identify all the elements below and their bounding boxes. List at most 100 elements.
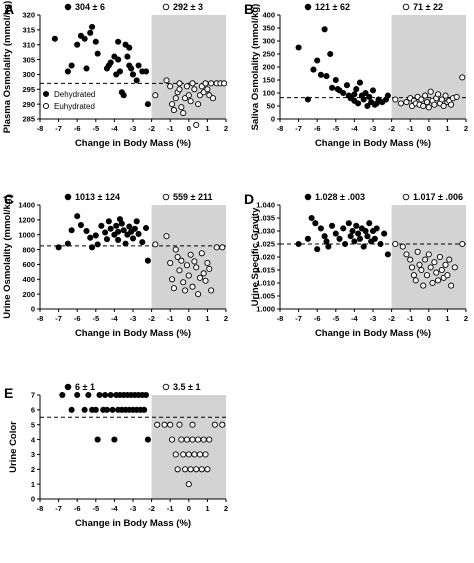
dehydrated-point (327, 50, 334, 58)
dehydrated-point (332, 230, 339, 237)
dehydrated-point (366, 220, 373, 227)
dehydrated-point (133, 218, 140, 225)
euhydrated-point (191, 86, 198, 93)
x-tick-label: -8 (37, 504, 44, 513)
dehydrated-point (129, 71, 137, 78)
x-tick-label: -2 (388, 314, 395, 323)
euhydrated-point (178, 104, 185, 111)
dehydrated-point (83, 65, 90, 72)
y-tick-label: 350 (262, 24, 275, 33)
legend-label-euhydrated: Euhydrated (54, 102, 95, 111)
dehydrated-point (360, 96, 367, 103)
panel-c: 0 200 400 600 800 1000 1200 1400 -8 -7 -6 -5 -4 -3 -2 -… (2, 191, 228, 339)
x-axis-label: Change in Body Mass (%) (75, 138, 191, 149)
dehydrated-point (321, 233, 328, 240)
euhydrated-point (196, 451, 204, 458)
x-tick-label: -2 (388, 124, 395, 133)
euhydrated-point (152, 241, 159, 248)
x-tick-label: -4 (111, 504, 118, 513)
stat-dehydrated-marker (64, 193, 72, 201)
euhydrated-point (195, 436, 202, 443)
euhydrated-point (219, 244, 226, 251)
euhydrated-point (180, 451, 187, 458)
euhydrated-point (448, 282, 455, 289)
x-tick-label: 2 (224, 504, 228, 513)
x-tick-label: -8 (37, 124, 44, 133)
panel-label: D (244, 191, 254, 207)
euhydrated-point (161, 421, 168, 428)
x-tick-label: 2 (224, 124, 228, 133)
euhydrated-point (420, 282, 427, 289)
euhydrated-point (193, 264, 200, 271)
dehydrated-point (92, 232, 99, 239)
euhydrated-point (189, 283, 196, 290)
dehydrated-point (118, 220, 125, 227)
euhydrated-point (178, 257, 185, 264)
stat-dehydrated: 1.028 ± .003 (315, 192, 365, 202)
stat-dehydrated-marker (304, 3, 312, 11)
dehydrated-point (295, 44, 302, 51)
euhydrated-point (422, 92, 429, 99)
euhydrated-point (178, 436, 185, 443)
y-tick-label: 400 (22, 275, 35, 284)
dehydrated-point (113, 222, 120, 229)
euhydrated-point (397, 100, 404, 107)
euhydrated-point (410, 272, 417, 279)
dehydrated-point (317, 225, 324, 232)
dehydrated-point (89, 244, 96, 251)
dehydrated-point (120, 227, 127, 234)
dehydrated-point (107, 391, 114, 399)
euhydrated-point (202, 80, 209, 87)
euhydrated-point (170, 107, 177, 114)
x-tick-label: -6 (314, 124, 321, 133)
x-tick-label: -2 (148, 314, 155, 323)
y-axis-label: Plasma Osmolality (mmol/kg) (2, 1, 13, 134)
y-tick-label: 6 (31, 406, 35, 415)
euhydrated-point (198, 466, 205, 473)
euhydrated-point (172, 246, 179, 253)
legend-label-dehydrated: Dehydrated (54, 90, 95, 99)
panel-d: 1.000 1.005 1.010 1.015 1.020 1.025 1.030 1.035… (244, 191, 468, 339)
stat-dehydrated-marker (64, 383, 72, 391)
euhydrated-point (446, 256, 453, 263)
euhydrated-point (167, 259, 174, 266)
stat-dehydrated-marker (304, 193, 312, 201)
euhydrated-point (183, 262, 190, 269)
euhydrated-point (208, 287, 215, 294)
euhydrated-point (202, 277, 209, 284)
euhydrated-point (438, 266, 445, 274)
x-tick-label: -3 (130, 124, 137, 133)
euhydrated-point (182, 287, 189, 294)
dehydrated-point (98, 222, 105, 229)
x-tick-label: 2 (224, 314, 228, 323)
euhydrated-point (187, 98, 194, 105)
dehydrated-point (377, 240, 384, 248)
dehydrated-point (83, 227, 90, 235)
y-tick-label: 1.005 (256, 292, 275, 301)
dehydrated-point (74, 391, 81, 399)
euhydrated-point (169, 436, 176, 443)
x-tick-label: -6 (314, 314, 321, 323)
panel-label: C (4, 191, 14, 207)
dehydrated-point (115, 38, 122, 45)
euhydrated-point (423, 272, 430, 279)
y-tick-label: 1 (31, 480, 35, 489)
euhydrated-point (392, 96, 399, 103)
x-tick-label: -7 (55, 504, 62, 513)
y-tick-label: 200 (262, 63, 275, 72)
euhydrated-point (416, 261, 423, 268)
euhydrated-point (152, 92, 159, 99)
euhydrated-point (435, 91, 442, 98)
euhydrated-point (435, 277, 442, 284)
dehydrated-point (133, 77, 140, 84)
euhydrated-point (403, 99, 410, 106)
dehydrated-point (102, 229, 109, 236)
x-tick-label: -4 (351, 314, 358, 323)
euhydrated-point (425, 251, 432, 258)
dehydrated-point (109, 406, 116, 413)
dehydrated-point (142, 391, 150, 399)
euhydrated-point (418, 266, 425, 274)
x-tick-label: 0 (187, 314, 191, 323)
x-axis-label: Change in Body Mass (%) (75, 328, 191, 339)
dehydrated-point (356, 79, 364, 86)
